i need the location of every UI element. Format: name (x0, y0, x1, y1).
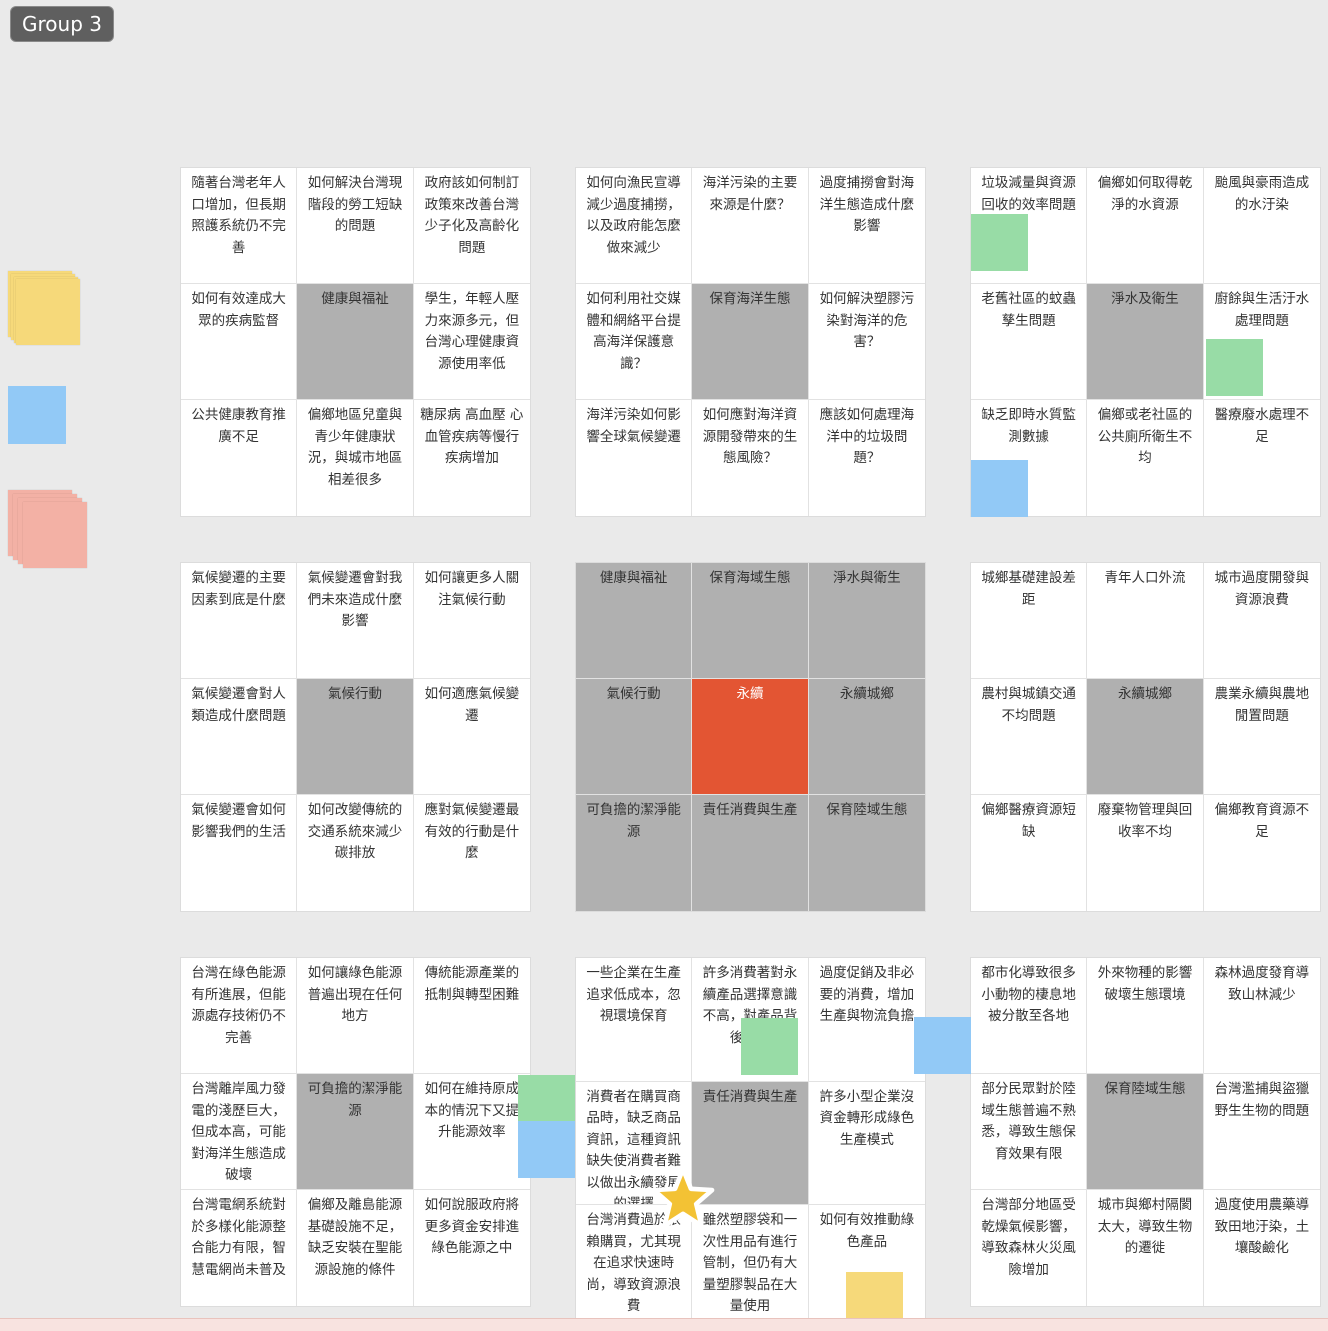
grid-city: 城鄉基礎建設差距 青年人口外流 城市過度開發與資源浪費 農村與城鎮交通不均問題 永續城鄉… (970, 562, 1321, 912)
grid-center: 健康與福祉 保育海域生態 淨水與衛生 氣候行動 永續 永續城鄉 可負擔的潔淨能源 責任消費與生… (575, 562, 926, 912)
grid-center-cell[interactable]: 氣候行動 (297, 679, 414, 795)
grid-cell[interactable]: 如何應對海洋資源開發帶來的生態風險？ (692, 400, 809, 516)
grid-cell[interactable]: 偏鄉如何取得乾淨的水資源 (1087, 168, 1204, 284)
grid-cell[interactable]: 許多小型企業沒資金轉形成綠色生產模式 (808, 1082, 925, 1206)
grid-cell[interactable]: 應對氣候變遷最有效的行動是什麼 (424, 802, 520, 861)
grid-cell[interactable]: 過度捕撈會對海洋生態造成什麼影響 (808, 168, 925, 284)
grid-cell[interactable]: 偏鄉及離島能源基礎設施不足，缺乏安裝在聖能源設施的條件 (297, 1190, 414, 1306)
grid-cell[interactable]: 傳統能源產業的抵制與轉型困難 (413, 958, 530, 1074)
grid-cell[interactable]: 廢棄物管理與回收率不均 (1087, 795, 1204, 911)
grid-cell[interactable]: 海洋污染的主要來源是什麼？ (692, 168, 809, 284)
grid-cell[interactable]: 責任消費與生產 (692, 795, 809, 911)
grid-center-cell[interactable]: 永續 (692, 679, 809, 795)
grid-cell[interactable]: 台灣消費過於依賴購買，尤其現在追求快速時尚，導致資源浪費 (576, 1205, 693, 1329)
grid-cell[interactable]: 一些企業在生產追求低成本，忽視環境保育 (576, 958, 693, 1082)
grid-cell[interactable]: 氣候變遷的主要因素到底是什麼 (181, 563, 298, 679)
group-label[interactable]: Group 3 (10, 6, 114, 42)
grid-climate: 氣候變遷的主要因素到底是什麼 氣候變遷會對我們未來造成什麼影響 如何讓更多人關注氣候… (180, 562, 531, 912)
grid-cell[interactable]: 台灣在綠色能源有所進展，但能源處存技術仍不完善 (181, 958, 298, 1074)
grid-center-cell[interactable]: 保育陸域生態 (1087, 1074, 1204, 1190)
grid-center-cell[interactable]: 淨水及衛生 (1087, 284, 1204, 400)
grid-consumption: 一些企業在生產追求低成本，忽視環境保育 許多消費著對永續產品選擇意識不高，對產品背… (575, 957, 926, 1330)
grid-cell[interactable]: 氣候變遷會對人類造成什麼問題 (181, 679, 298, 795)
grid-center-cell[interactable]: 永續城鄉 (1087, 679, 1204, 795)
grid-cell[interactable]: 糖尿病 高血壓 心血管疾病等慢行疾病增加 (420, 407, 524, 466)
grid-cell[interactable]: 消費者在購買商品時，缺乏商品資訊，這種資訊缺失使消費者難以做出永續發展的選擇 (576, 1081, 693, 1206)
grid-cell[interactable]: 颱風與豪雨造成的水汙染 (1203, 168, 1320, 284)
grid-cell[interactable]: 海洋污染如何影響全球氣候變遷 (576, 400, 693, 516)
grid-cell[interactable]: 台灣離岸風力發電的淺歷巨大，但成本高，可能對海洋生態造成破壞 (181, 1074, 298, 1190)
grid-cell[interactable]: 如何解決台灣現階段的勞工短缺的問題 (297, 168, 414, 284)
grid-cell[interactable]: 老舊社區的蚊蟲孳生問題 (971, 284, 1088, 400)
grid-energy: 台灣在綠色能源有所進展，但能源處存技術仍不完善 如何讓綠色能源普遍出現在任何地方傳… (180, 957, 531, 1307)
blue-sticky-note[interactable] (518, 1121, 575, 1178)
grid-cell[interactable]: 如何讓綠色能源普遍出現在任何地方 (297, 958, 414, 1074)
grid-cell[interactable]: 醫療廢水處理不足 (1214, 407, 1310, 445)
grid-ocean: 如何向漁民宣導減少過度捕撈，以及政府能怎麼做來減少 海洋污染的主要來源是什麼？ 過度… (575, 167, 926, 517)
grid-cell[interactable]: 保育海域生態 (692, 563, 809, 679)
grid-cell[interactable]: 過度促銷及非必要的消費，增加生產與物流負擔 (808, 958, 925, 1082)
grid-cell[interactable]: 森林過度發育導致山林減少 (1203, 958, 1320, 1074)
grid-cell[interactable]: 城市過度開發與資源浪費 (1203, 563, 1320, 679)
grid-cell[interactable]: 保育陸域生態 (808, 795, 925, 911)
grid-cell[interactable]: 外來物種的影響破壞生態環境 (1087, 958, 1204, 1074)
grid-cell[interactable]: 學生，年輕人壓力來源多元，但台灣心理健康資源使用率低 (413, 284, 530, 400)
grid-cell[interactable]: 台灣部分地區受乾燥氣候影響，導致森林火災風險增加 (971, 1190, 1088, 1306)
grid-cell[interactable]: 如何有效推動綠色產品 (819, 1212, 915, 1250)
grid-cell[interactable]: 健康與福祉 (576, 563, 693, 679)
grid-cell[interactable]: 如何有效達成大眾的疾病監督 (181, 284, 298, 400)
grid-cell[interactable]: 如何改變傳統的交通系統來減少碳排放 (297, 795, 414, 911)
grid-cell[interactable]: 如何向漁民宣導減少過度捕撈，以及政府能怎麼做來減少 (576, 168, 693, 284)
green-sticky-note[interactable] (971, 214, 1028, 271)
grid-cell[interactable]: 政府該如何制訂政策來改善台灣少子化及高齡化問題 (413, 168, 530, 284)
grid-cell[interactable]: 偏鄉地區兒童與青少年健康狀況，與城市地區相差很多 (297, 400, 414, 516)
grid-center-cell[interactable]: 可負擔的潔淨能源 (297, 1074, 414, 1190)
grid-cell[interactable]: 台灣濫捕與盜獵野生生物的問題 (1203, 1074, 1320, 1190)
grid-cell[interactable]: 部分民眾對於陸域生態普遍不熟悉，導致生態保育效果有限 (971, 1074, 1088, 1190)
grid-cell[interactable]: 廚餘與生活汙水處理問題 (1203, 284, 1320, 400)
grid-cell[interactable]: 偏鄉或老社區的公共廁所衛生不均 (1087, 400, 1204, 516)
grid-cell[interactable]: 淨水與衛生 (808, 563, 925, 679)
grid-cell[interactable]: 氣候行動 (576, 679, 693, 795)
green-sticky-note[interactable] (1206, 339, 1263, 396)
green-sticky-note[interactable] (741, 1018, 798, 1075)
grid-cell[interactable]: 偏鄉教育資源不足 (1214, 802, 1310, 840)
grid-cell[interactable]: 氣候變遷會對我們未來造成什麼影響 (297, 563, 414, 679)
grid-center-cell[interactable]: 保育海洋生態 (692, 284, 809, 400)
blue-sticky-note[interactable] (971, 460, 1028, 517)
grid-cell[interactable]: 都市化導致很多小動物的棲息地被分散至各地 (971, 958, 1088, 1074)
grid-center-cell[interactable]: 責任消費與生產 (692, 1081, 809, 1206)
grid-cell[interactable]: 氣候變遷會如何影響我們的生活 (181, 795, 298, 911)
bottom-frame-edge (0, 1318, 1328, 1331)
grid-cell[interactable]: 公共健康教育推廣不足 (181, 400, 298, 516)
grid-cell[interactable]: 缺乏即時水質監測數據 (971, 400, 1088, 516)
grid-health: 隨著台灣老年人口增加，但長期照護系統仍不完善 如何解決台灣現階段的勞工短缺的問題政… (180, 167, 531, 517)
grid-cell[interactable]: 城市與鄉村隔閡太大，導致生物的遷徙 (1087, 1190, 1204, 1306)
grid-cell[interactable]: 台灣電網系統對於多樣化能源整合能力有限，智慧電網尚未普及 (181, 1190, 298, 1306)
grid-cell[interactable]: 隨著台灣老年人口增加，但長期照護系統仍不完善 (181, 168, 298, 284)
grid-cell[interactable]: 可負擔的潔淨能源 (576, 795, 693, 911)
grid-center-cell[interactable]: 健康與福祉 (297, 284, 414, 400)
blue-sticky-note[interactable] (914, 1017, 971, 1074)
grid-cell[interactable]: 雖然塑膠袋和一次性用品有進行管制，但仍有大量塑膠製品在大量使用 (692, 1205, 809, 1329)
grid-cell[interactable]: 永續城鄉 (808, 679, 925, 795)
grid-cell[interactable]: 如何說服政府將更多資金安排進綠色能源之中 (424, 1197, 520, 1256)
grid-cell[interactable]: 城鄉基礎建設差距 (971, 563, 1088, 679)
grid-cell[interactable]: 如何適應氣候變遷 (413, 679, 530, 795)
grid-cell[interactable]: 過度使用農藥導致田地汙染，土壤酸鹼化 (1214, 1197, 1310, 1256)
grid-cell[interactable]: 青年人口外流 (1087, 563, 1204, 679)
star-icon[interactable] (650, 1165, 716, 1231)
grid-land: 都市化導致很多小動物的棲息地被分散至各地 外來物種的影響破壞生態環境 森林過度發育導… (970, 957, 1321, 1307)
grid-cell[interactable]: 農業永續與農地閒置問題 (1203, 679, 1320, 795)
grid-cell[interactable]: 偏鄉醫療資源短缺 (971, 795, 1088, 911)
grid-cell[interactable]: 如何解決塑膠污染對海洋的危害？ (808, 284, 925, 400)
grid-cell[interactable]: 如何利用社交媒體和網絡平台提高海洋保護意識？ (576, 284, 693, 400)
grid-cell[interactable]: 垃圾減量與資源回收的效率問題 (971, 168, 1088, 284)
blue-sticky-note[interactable] (8, 386, 66, 444)
grid-cell[interactable]: 農村與城鎮交通不均問題 (971, 679, 1088, 795)
grid-cell[interactable]: 如何讓更多人關注氣候行動 (413, 563, 530, 679)
grid-cell[interactable]: 應該如何處理海洋中的垃圾問題？ (819, 407, 915, 466)
grid-cell[interactable]: 如何在維持原成本的情況下又提升能源效率 (413, 1074, 530, 1190)
